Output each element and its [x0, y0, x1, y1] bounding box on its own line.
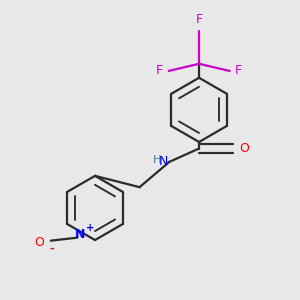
- Text: N: N: [158, 155, 168, 168]
- Text: O: O: [239, 142, 249, 155]
- Text: N: N: [75, 228, 85, 241]
- Text: H: H: [153, 155, 161, 165]
- Text: -: -: [49, 244, 54, 254]
- Text: +: +: [86, 223, 94, 233]
- Text: F: F: [196, 14, 202, 26]
- Text: O: O: [34, 236, 44, 249]
- Text: F: F: [156, 64, 164, 77]
- Text: F: F: [235, 64, 242, 77]
